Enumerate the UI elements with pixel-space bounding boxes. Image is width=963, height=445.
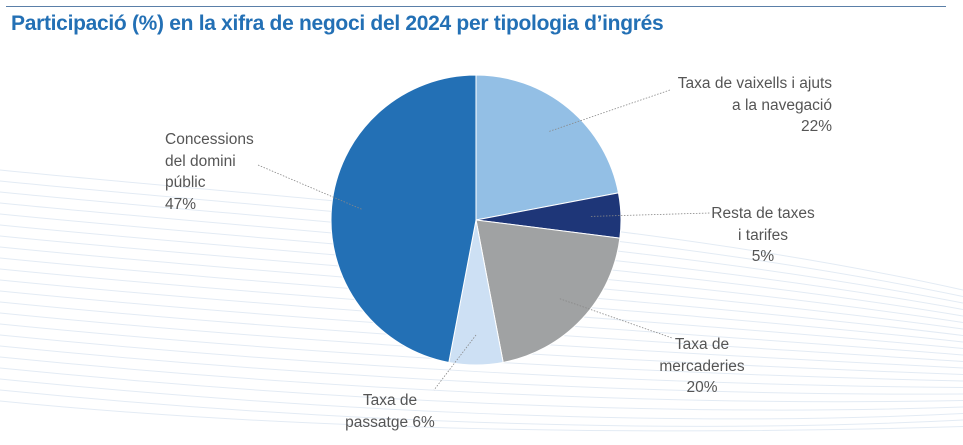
slice-label-line: Taxa de vaixells i ajuts — [678, 73, 832, 95]
slice-label-text: del domini — [165, 152, 236, 170]
slice-label-text: Resta de taxes — [711, 205, 815, 222]
slice-label-text: a la navegació — [732, 96, 832, 114]
slice-label-line: i tarifes — [711, 225, 814, 247]
title-rule — [6, 6, 946, 7]
background-curve — [0, 389, 963, 427]
slice-label-line: del domini — [165, 151, 254, 173]
slice-label-line: Taxa de — [659, 334, 744, 356]
slice-label-text: Taxa de — [362, 392, 418, 409]
background-curve — [0, 345, 963, 395]
slice-label-text: i tarifes — [738, 226, 788, 244]
background-curve — [0, 367, 963, 411]
slice-label-line: passatge 6% — [345, 412, 435, 434]
slice-label-line: Resta de taxes — [711, 203, 814, 225]
pie-slice — [330, 74, 477, 364]
slice-label-text: Taxa de vaixells i ajuts — [677, 75, 832, 92]
pie-slice — [475, 219, 621, 364]
slice-value: 47% — [165, 195, 197, 213]
slice-label: Concessions del domini públic 47% — [165, 129, 254, 215]
leader-line — [590, 212, 711, 217]
background-curve — [0, 378, 963, 420]
slice-value: 5% — [751, 248, 775, 265]
leader-line — [433, 334, 477, 391]
background-curve — [0, 356, 963, 403]
background-curve — [0, 400, 963, 432]
slice-label-line: a la navegació — [678, 95, 832, 117]
slice-label-line: Taxa de — [345, 390, 435, 412]
slice-value: 20% — [686, 379, 718, 396]
chart-title: Participació (%) en la xifra de negoci d… — [11, 12, 664, 35]
slice-label-text: públic — [165, 174, 206, 191]
slice-label-line: mercaderies — [659, 356, 744, 378]
slice-label: Resta de taxes i tarifes 5% — [711, 203, 814, 268]
background-curve — [0, 334, 963, 388]
leader-line — [559, 298, 673, 339]
slice-value: 6% — [412, 413, 435, 431]
slice-label-text: Taxa de — [674, 336, 730, 353]
slice-label-text: mercaderies — [659, 357, 745, 375]
slice-label-line: públic — [165, 172, 254, 194]
slice-label-line: Concessions — [165, 129, 254, 151]
slice-label: Taxa de vaixells i ajuts a la navegació 22… — [678, 73, 832, 138]
slice-label-text: Concessions — [165, 131, 254, 148]
pie-slice — [475, 74, 620, 221]
slice-label: Taxa de mercaderies 20% — [659, 334, 744, 399]
slice-label-text: passatge — [345, 413, 409, 431]
leader-line — [549, 89, 671, 132]
leader-line — [257, 164, 362, 210]
slice-value: 22% — [800, 118, 832, 135]
slice-label: Taxa de passatge 6% — [345, 390, 435, 433]
